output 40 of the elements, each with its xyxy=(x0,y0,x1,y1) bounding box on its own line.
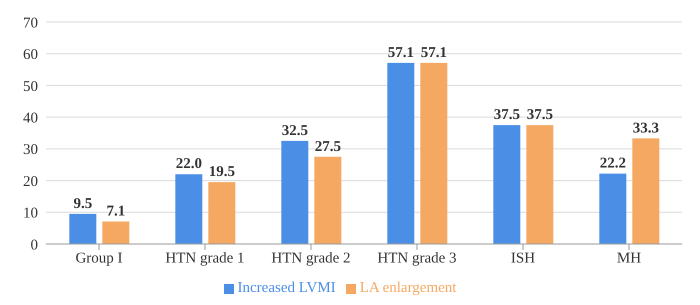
data-label: 37.5 xyxy=(526,107,553,124)
y-tick-label: 30 xyxy=(23,142,38,158)
x-tick-label: HTN grade 2 xyxy=(271,250,351,267)
data-label: 57.1 xyxy=(388,44,414,61)
y-tick-label: 40 xyxy=(23,110,38,126)
data-label: 7.1 xyxy=(106,203,126,220)
data-label: 27.5 xyxy=(314,138,341,155)
bar xyxy=(314,156,342,244)
bar xyxy=(387,62,414,244)
bar xyxy=(599,174,626,244)
x-tick-label: Group I xyxy=(75,250,123,267)
bar xyxy=(493,125,520,244)
bar xyxy=(420,62,448,244)
data-label: 33.3 xyxy=(632,120,659,136)
data-label: 9.5 xyxy=(73,196,92,212)
x-tick-label: ISH xyxy=(510,250,536,267)
legend-label: Increased LVMI xyxy=(238,280,336,296)
y-tick-label: 0 xyxy=(30,237,38,254)
x-tick-label: MH xyxy=(616,250,642,267)
bar xyxy=(632,138,660,244)
data-label: 32.5 xyxy=(282,122,308,139)
data-label: 22.0 xyxy=(176,156,202,172)
legend-label: LA enlargement xyxy=(360,280,456,296)
bar xyxy=(102,221,130,244)
x-tick-label: HTN grade 1 xyxy=(165,250,245,267)
data-label: 37.5 xyxy=(494,107,520,124)
y-tick-label: 60 xyxy=(23,47,38,64)
x-tick-label: HTN grade 3 xyxy=(377,250,457,267)
bar xyxy=(69,214,96,244)
bar xyxy=(175,174,202,244)
y-tick-label: 50 xyxy=(23,78,38,95)
y-tick-label: 70 xyxy=(23,15,38,32)
data-label: 22.2 xyxy=(600,156,626,172)
bar xyxy=(281,140,308,244)
data-label: 19.5 xyxy=(208,164,235,180)
y-tick-label: 20 xyxy=(23,174,38,190)
bar xyxy=(526,125,554,244)
bar xyxy=(208,182,236,244)
data-label: 57.1 xyxy=(420,44,447,61)
y-tick-label: 10 xyxy=(23,206,38,222)
